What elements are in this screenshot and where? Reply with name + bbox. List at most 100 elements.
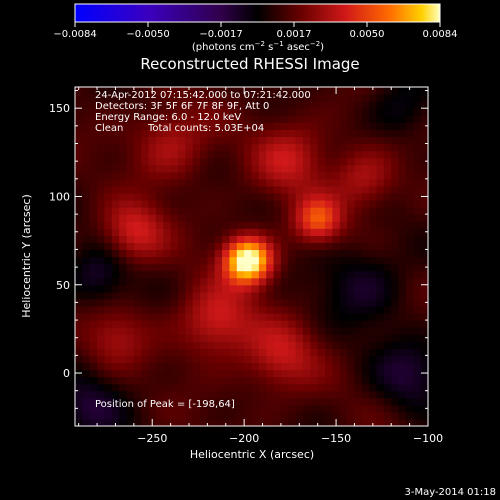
heatmap-cell [82,171,91,180]
heatmap-cell [229,376,238,385]
heatmap-cell [376,284,385,293]
heatmap-cell [361,108,370,116]
heatmap-cell [258,150,267,159]
heatmap-cell [251,136,260,145]
heatmap-cell [273,404,282,413]
heatmap-cell [288,94,297,102]
heatmap-cell [369,94,378,102]
heatmap-cell [354,87,363,95]
heatmap-cell [82,207,91,215]
heatmap-cell [361,277,370,286]
heatmap-cell [405,411,414,420]
heatmap-cell [236,320,245,328]
heatmap-cell [222,270,231,279]
heatmap-cell [332,122,341,130]
heatmap-cell [361,200,370,208]
heatmap-cell [119,87,128,95]
heatmap-cell [97,185,106,194]
heatmap-cell [97,115,106,123]
heatmap-cell [258,221,267,229]
heatmap-cell [347,242,356,251]
heatmap-cell [155,122,164,130]
heatmap-cell [207,164,216,173]
heatmap-cell [405,221,414,229]
heatmap-cell [163,207,172,215]
heatmap-cell [200,383,208,392]
heatmap-cell [207,313,216,321]
heatmap-cell [325,418,333,426]
heatmap-cell [207,348,216,356]
heatmap-cell [222,355,231,364]
heatmap-cell [75,305,83,314]
heatmap-cell [119,214,128,222]
heatmap-cell [89,200,98,208]
heatmap-cell [155,108,164,116]
heatmap-cell [75,362,83,371]
heatmap-cell [111,270,120,279]
heatmap-cell [82,228,91,236]
heatmap-cell [295,143,304,152]
heatmap-cell [288,334,297,342]
heatmap-cell [155,101,164,109]
heatmap-cell [391,376,400,385]
heatmap-cell [170,284,179,293]
heatmap-cell [266,397,275,406]
heatmap-cell [82,270,91,279]
heatmap-cell [295,277,304,286]
heatmap-cell [251,305,260,314]
heatmap-cell [141,291,150,300]
heatmap-cell [295,270,304,279]
heatmap-cell [405,94,414,102]
heatmap-cell [214,164,223,173]
heatmap-cell [170,256,179,265]
heatmap-cell [398,341,407,349]
heatmap-cell [317,397,326,406]
heatmap-cell [214,390,223,399]
heatmap-cell [185,122,194,130]
heatmap-cell [185,192,194,201]
heatmap-cell [214,256,223,265]
heatmap-cell [192,362,201,371]
heatmap-cell [170,164,179,173]
heatmap-cell [200,178,208,187]
heatmap-cell [398,171,407,180]
heatmap-cell [126,228,135,236]
heatmap-cell [295,200,304,208]
heatmap-cell [361,94,370,102]
heatmap-cell [126,390,135,399]
heatmap-cell [383,369,392,378]
heatmap-cell [251,376,260,385]
heatmap-cell [222,390,231,399]
heatmap-cell [192,418,201,426]
heatmap-cell [354,178,363,187]
heatmap-cell [244,334,253,342]
heatmap-cell [133,171,142,180]
heatmap-cell [347,313,356,321]
heatmap-cell [229,87,238,95]
heatmap-cell [148,341,157,349]
heatmap-cell [317,418,326,426]
heatmap-cell [258,327,267,335]
heatmap-cell [148,228,157,236]
heatmap-cell [155,355,164,364]
heatmap-cell [236,207,245,215]
heatmap-cell [391,157,400,166]
heatmap-cell [376,348,385,356]
heatmap-cell [200,157,208,166]
heatmap-cell [185,383,194,392]
heatmap-cell [317,157,326,166]
heatmap-cell [97,298,106,307]
heatmap-cell [75,270,83,279]
heatmap-cell [288,192,297,201]
heatmap-cell [302,390,311,399]
heatmap-cell [339,320,348,328]
heatmap-cell [405,348,414,356]
heatmap-cell [207,235,216,243]
heatmap-cell [200,305,208,314]
heatmap-cell [75,129,83,138]
heatmap-cell [369,270,378,279]
heatmap-cell [148,171,157,180]
heatmap-cell [273,291,282,300]
heatmap-cell [104,157,113,166]
heatmap-cell [295,334,304,342]
